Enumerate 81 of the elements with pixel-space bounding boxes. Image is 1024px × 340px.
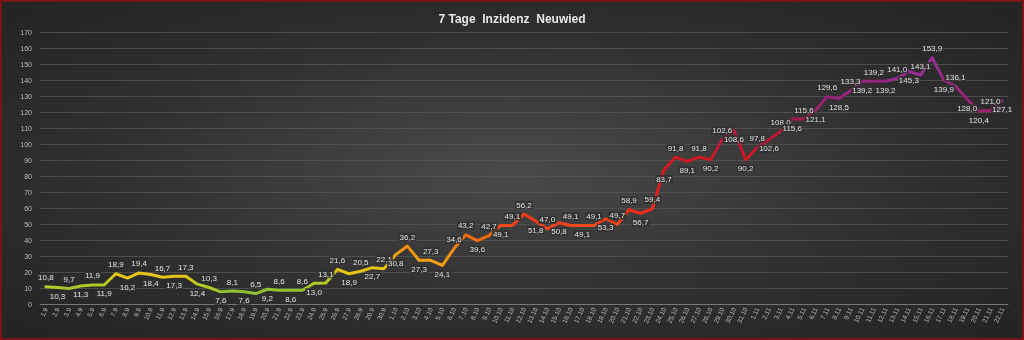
data-label: 143,1 xyxy=(910,61,932,71)
data-label: 91,8 xyxy=(667,143,684,153)
data-label: 121,0 xyxy=(980,96,1002,106)
data-label: 7,6 xyxy=(238,296,251,306)
data-label: 139,9 xyxy=(933,84,955,94)
data-label: 102,6 xyxy=(712,126,733,136)
data-label: 21,6 xyxy=(329,255,346,265)
data-label: 108,0 xyxy=(770,117,792,127)
data-label: 9,7 xyxy=(63,274,76,284)
data-label: 13,0 xyxy=(306,287,323,297)
data-label: 6,5 xyxy=(250,280,262,290)
data-label: 34,6 xyxy=(446,235,463,245)
data-label: 8,6 xyxy=(273,276,286,286)
data-label: 97,8 xyxy=(749,134,766,144)
data-label: 56,2 xyxy=(516,200,533,210)
data-label: 56,7 xyxy=(632,217,649,227)
data-label: 10,3 xyxy=(201,274,218,284)
data-label: 108,6 xyxy=(723,134,745,144)
data-label: 18,9 xyxy=(341,278,358,288)
data-label: 90,2 xyxy=(702,164,719,174)
data-label: 83,7 xyxy=(656,174,673,184)
data-label: 11,9 xyxy=(84,271,101,281)
data-label: 17,3 xyxy=(177,262,195,272)
data-label: 7,6 xyxy=(215,296,227,306)
data-label: 27,3 xyxy=(422,246,440,256)
data-label: 8,1 xyxy=(226,277,239,287)
data-label: 133,3 xyxy=(840,77,862,87)
data-label: 102,6 xyxy=(758,144,780,154)
data-label: 18,4 xyxy=(143,279,160,289)
data-label: 51,8 xyxy=(527,225,544,235)
data-label: 128,5 xyxy=(828,102,850,112)
data-label: 89,1 xyxy=(679,165,696,175)
data-label: 50,8 xyxy=(551,227,568,237)
data-label: 17,3 xyxy=(166,280,183,290)
data-label: 27,3 xyxy=(411,264,428,274)
data-label: 39,6 xyxy=(469,245,486,255)
data-label: 43,2 xyxy=(457,221,475,231)
data-label: 120,4 xyxy=(968,115,990,125)
data-label: 136,1 xyxy=(945,72,967,82)
data-label: 20,5 xyxy=(352,257,370,267)
data-label: 53,3 xyxy=(597,223,614,233)
data-label: 16,2 xyxy=(119,282,136,292)
data-label: 11,9 xyxy=(96,289,113,299)
data-label: 22,7 xyxy=(364,272,381,282)
data-label: 49,1 xyxy=(504,211,521,221)
data-label: 42,7 xyxy=(481,222,498,232)
data-label: 24,1 xyxy=(434,269,451,279)
data-label: 49,1 xyxy=(574,229,591,239)
data-label: 129,6 xyxy=(817,83,838,93)
data-label: 115,6 xyxy=(794,105,815,115)
data-label: 10,3 xyxy=(49,292,66,302)
data-label: 121,1 xyxy=(805,114,827,124)
data-label: 153,9 xyxy=(922,44,943,54)
data-label: 12,4 xyxy=(189,288,206,298)
data-label: 128,0 xyxy=(957,103,978,113)
data-label: 36,2 xyxy=(399,232,416,242)
data-label: 58,9 xyxy=(621,196,638,206)
data-label: 127,1 xyxy=(992,105,1013,115)
data-label: 49,7 xyxy=(609,210,626,220)
data-label: 139,2 xyxy=(863,67,885,77)
data-label: 9,2 xyxy=(261,293,274,303)
data-label: 49,1 xyxy=(586,211,603,221)
data-label: 18,9 xyxy=(108,260,125,270)
data-label: 8,6 xyxy=(285,294,297,304)
data-label: 139,2 xyxy=(875,85,897,95)
data-label: 19,4 xyxy=(131,259,148,269)
data-label: 139,2 xyxy=(852,85,873,95)
data-label: 11,3 xyxy=(73,290,89,300)
data-label: 8,6 xyxy=(296,276,309,286)
data-label: 141,0 xyxy=(887,64,908,74)
data-label: 145,3 xyxy=(898,76,920,86)
data-label: 49,1 xyxy=(492,229,510,239)
data-label: 49,1 xyxy=(562,211,579,221)
data-label: 59,4 xyxy=(644,195,661,205)
data-label: 91,8 xyxy=(691,143,708,153)
data-label: 90,2 xyxy=(737,164,754,174)
data-label: 47,0 xyxy=(539,215,556,225)
data-label: 13,1 xyxy=(317,269,335,279)
data-label: 16,7 xyxy=(154,263,171,273)
data-label: 10,8 xyxy=(38,273,55,283)
chart-title: 7 Tage Inzidenz Neuwied xyxy=(438,12,586,26)
